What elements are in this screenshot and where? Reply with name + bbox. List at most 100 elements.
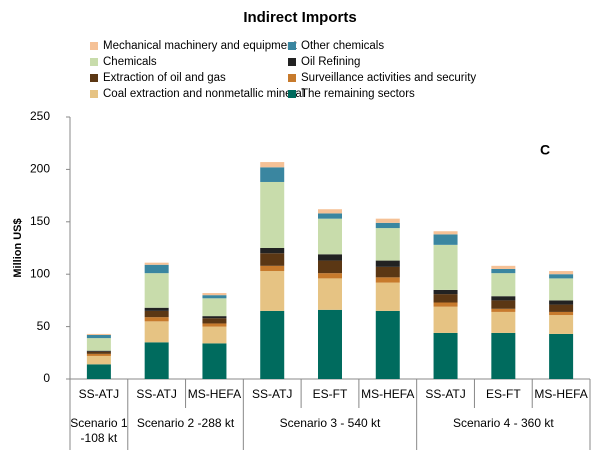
group-label: Scenario 3 - 540 kt	[279, 416, 381, 430]
bar-segment	[260, 181, 285, 248]
bar-segment	[86, 355, 111, 365]
bar-segment	[375, 282, 400, 311]
bar-segment	[202, 326, 227, 344]
bar-segment	[549, 304, 574, 312]
bar-segment	[491, 265, 516, 269]
bar-segment	[375, 260, 400, 267]
bar-segment	[86, 350, 111, 352]
y-axis-label: Million US$	[12, 218, 24, 277]
bar-segment	[260, 265, 285, 272]
bar-segment	[202, 295, 227, 299]
x-tick-label: SS-ATJ	[136, 387, 177, 401]
bar-segment	[433, 244, 458, 290]
legend-swatch	[288, 58, 296, 66]
bar-segment	[318, 278, 342, 310]
legend-label: Mechanical machinery and equipment	[103, 40, 297, 52]
legend-label: Surveillance activities and security	[301, 72, 476, 84]
bar-segment	[202, 318, 227, 324]
bar-segment	[260, 253, 285, 266]
bar-segment	[260, 162, 285, 168]
bar-segment	[491, 308, 516, 312]
bar-segment	[549, 278, 574, 301]
x-tick-label: ES-FT	[485, 387, 521, 401]
bar-segment	[491, 311, 516, 333]
legend-label: Oil Refining	[301, 56, 360, 68]
bar-segment	[86, 353, 111, 356]
bar-segment	[491, 300, 516, 309]
legend-swatch	[90, 42, 98, 50]
bar-segment	[86, 351, 111, 354]
bar-segment	[318, 254, 342, 261]
legend-swatch	[90, 90, 98, 98]
bar-segment	[318, 213, 342, 219]
bar-segment	[433, 306, 458, 333]
legend-swatch	[288, 42, 296, 50]
bar-segment	[433, 302, 458, 307]
bar-segment	[86, 364, 111, 379]
bar-segment	[144, 321, 169, 343]
bar-segment	[491, 296, 516, 301]
bar-segment	[433, 332, 458, 379]
legend-label: Other chemicals	[301, 40, 384, 52]
bar-segment	[144, 264, 169, 274]
bar-segment	[144, 262, 169, 265]
bar-segment	[144, 310, 169, 318]
bar-segment	[86, 334, 111, 339]
bar-segment	[202, 343, 227, 379]
bar-segment	[144, 273, 169, 308]
bar-segment	[318, 273, 342, 279]
y-tick-label: 150	[30, 214, 50, 228]
bar-segment	[433, 231, 458, 235]
x-tick-label: MS-HEFA	[187, 387, 242, 401]
bar-segment	[491, 273, 516, 297]
bar-segment	[260, 248, 285, 254]
legend-swatch	[90, 74, 98, 82]
x-tick-label: MS-HEFA	[534, 387, 588, 401]
bar-segment	[260, 167, 285, 182]
bar-segment	[144, 307, 169, 311]
bar-segment	[318, 209, 342, 214]
annotation: C	[540, 142, 550, 158]
y-tick-label: 100	[30, 266, 50, 280]
bar-segment	[86, 333, 111, 335]
bar-segment	[375, 310, 400, 379]
bar-segment	[433, 294, 458, 303]
bar-segment	[202, 323, 227, 327]
bar-segment	[318, 260, 342, 274]
bar-segment	[202, 293, 227, 296]
y-tick-label: 0	[43, 371, 50, 385]
x-tick-label: SS-ATJ	[78, 387, 120, 401]
y-tick-label: 200	[30, 162, 50, 176]
x-tick-label: ES-FT	[312, 387, 348, 401]
bar-segment	[375, 228, 400, 261]
x-tick-label: SS-ATJ	[251, 387, 293, 401]
bar-segment	[318, 218, 342, 255]
bar-segment	[260, 310, 285, 379]
legend-label: The remaining sectors	[301, 88, 415, 100]
chart-title: Indirect Imports	[243, 9, 356, 26]
bar-segment	[375, 222, 400, 229]
group-label: Scenario 2 -288 kt	[136, 416, 235, 430]
bar-segment	[144, 342, 169, 379]
bar-segment	[549, 311, 574, 316]
bar-segment	[86, 338, 111, 351]
bar-segment	[549, 271, 574, 275]
bar-segment	[491, 268, 516, 274]
bar-segment	[549, 300, 574, 305]
legend-swatch	[288, 74, 296, 82]
bar-segment	[549, 333, 574, 379]
bar-segment	[375, 218, 400, 223]
bar-segment	[202, 298, 227, 317]
bar-segment	[202, 316, 227, 319]
x-tick-label: MS-HEFA	[361, 387, 415, 401]
bar-segment	[375, 277, 400, 283]
bar-segment	[491, 332, 516, 379]
bar-segment	[318, 309, 342, 379]
group-label: Scenario 1 -108 kt	[70, 416, 128, 445]
bar-segment	[549, 315, 574, 334]
x-tick-label: SS-ATJ	[425, 387, 466, 401]
y-tick-label: 250	[30, 109, 50, 123]
bar-segment	[144, 317, 169, 322]
